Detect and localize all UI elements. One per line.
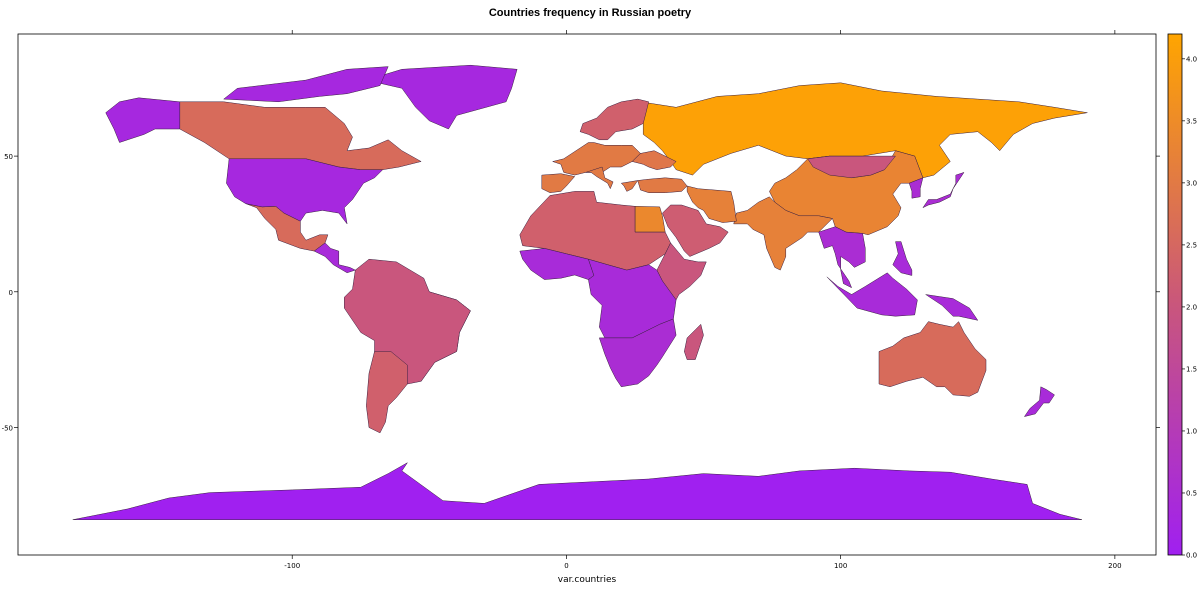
- colorbar-ticks: 0.0 0.5 1.0 1.5 2.0 2.5 3.0 3.5 4.0: [1182, 55, 1197, 560]
- region-antarctica: [72, 462, 1083, 520]
- y-tick-label: 0: [9, 289, 13, 297]
- colorbar-tick-label: 2.5: [1186, 241, 1197, 249]
- y-tick-label: 50: [4, 153, 13, 161]
- region-russia: [640, 82, 1088, 179]
- region-mongolia: [807, 155, 896, 179]
- region-southeast-asia: [818, 226, 866, 288]
- region-central-america: [313, 242, 356, 274]
- region-iran: [686, 185, 737, 223]
- colorbar-tick-label: 3.0: [1186, 179, 1197, 187]
- region-philippines: [892, 241, 913, 276]
- region-argentina: [366, 351, 408, 434]
- region-arabia: [662, 204, 729, 257]
- region-southern-africa: [599, 318, 677, 388]
- region-korea: [908, 177, 924, 199]
- region-japan: [922, 172, 965, 208]
- colorbar-tick-label: 3.5: [1186, 117, 1197, 125]
- land-layer: [72, 64, 1088, 520]
- colorbar: [1167, 33, 1183, 556]
- region-india: [733, 196, 833, 271]
- colorbar-tick-label: 0.5: [1186, 489, 1197, 497]
- region-alaska: [105, 97, 181, 143]
- region-egypt: [634, 206, 666, 233]
- region-central-africa: [588, 258, 677, 339]
- region-greece: [621, 180, 638, 192]
- region-indonesia: [826, 272, 918, 317]
- x-tick-label: 200: [1108, 562, 1121, 570]
- region-ukraine: [631, 150, 677, 170]
- map-title: Countries frequency in Russian poetry: [488, 7, 692, 19]
- x-tick-label: 0: [564, 562, 568, 570]
- region-spain: [541, 173, 575, 193]
- x-tick-label: 100: [834, 562, 847, 570]
- region-greenland: [366, 64, 518, 130]
- y-tick-label: -50: [2, 424, 13, 432]
- colorbar-tick-label: 1.5: [1186, 365, 1197, 373]
- region-australia: [878, 321, 987, 397]
- region-new-guinea: [925, 294, 979, 321]
- axes: -100 0 100 200 50 0 -50: [2, 30, 1160, 570]
- x-tick-label: -100: [284, 562, 300, 570]
- region-united-states: [226, 158, 383, 225]
- colorbar-tick-label: 2.0: [1186, 303, 1197, 311]
- region-west-africa: [519, 248, 595, 280]
- colorbar-tick-label: 4.0: [1186, 55, 1197, 63]
- region-arctic-islands: [223, 66, 389, 103]
- region-turkey: [637, 177, 688, 193]
- region-new-zealand: [1024, 386, 1055, 417]
- plot-frame: [17, 33, 1157, 556]
- x-axis-title: var.countries: [558, 575, 617, 585]
- colorbar-tick-label: 0.0: [1186, 552, 1197, 560]
- region-scandinavia: [579, 98, 649, 141]
- colorbar-tick-label: 1.0: [1186, 427, 1197, 435]
- region-italy: [585, 166, 614, 189]
- region-madagascar: [684, 324, 704, 360]
